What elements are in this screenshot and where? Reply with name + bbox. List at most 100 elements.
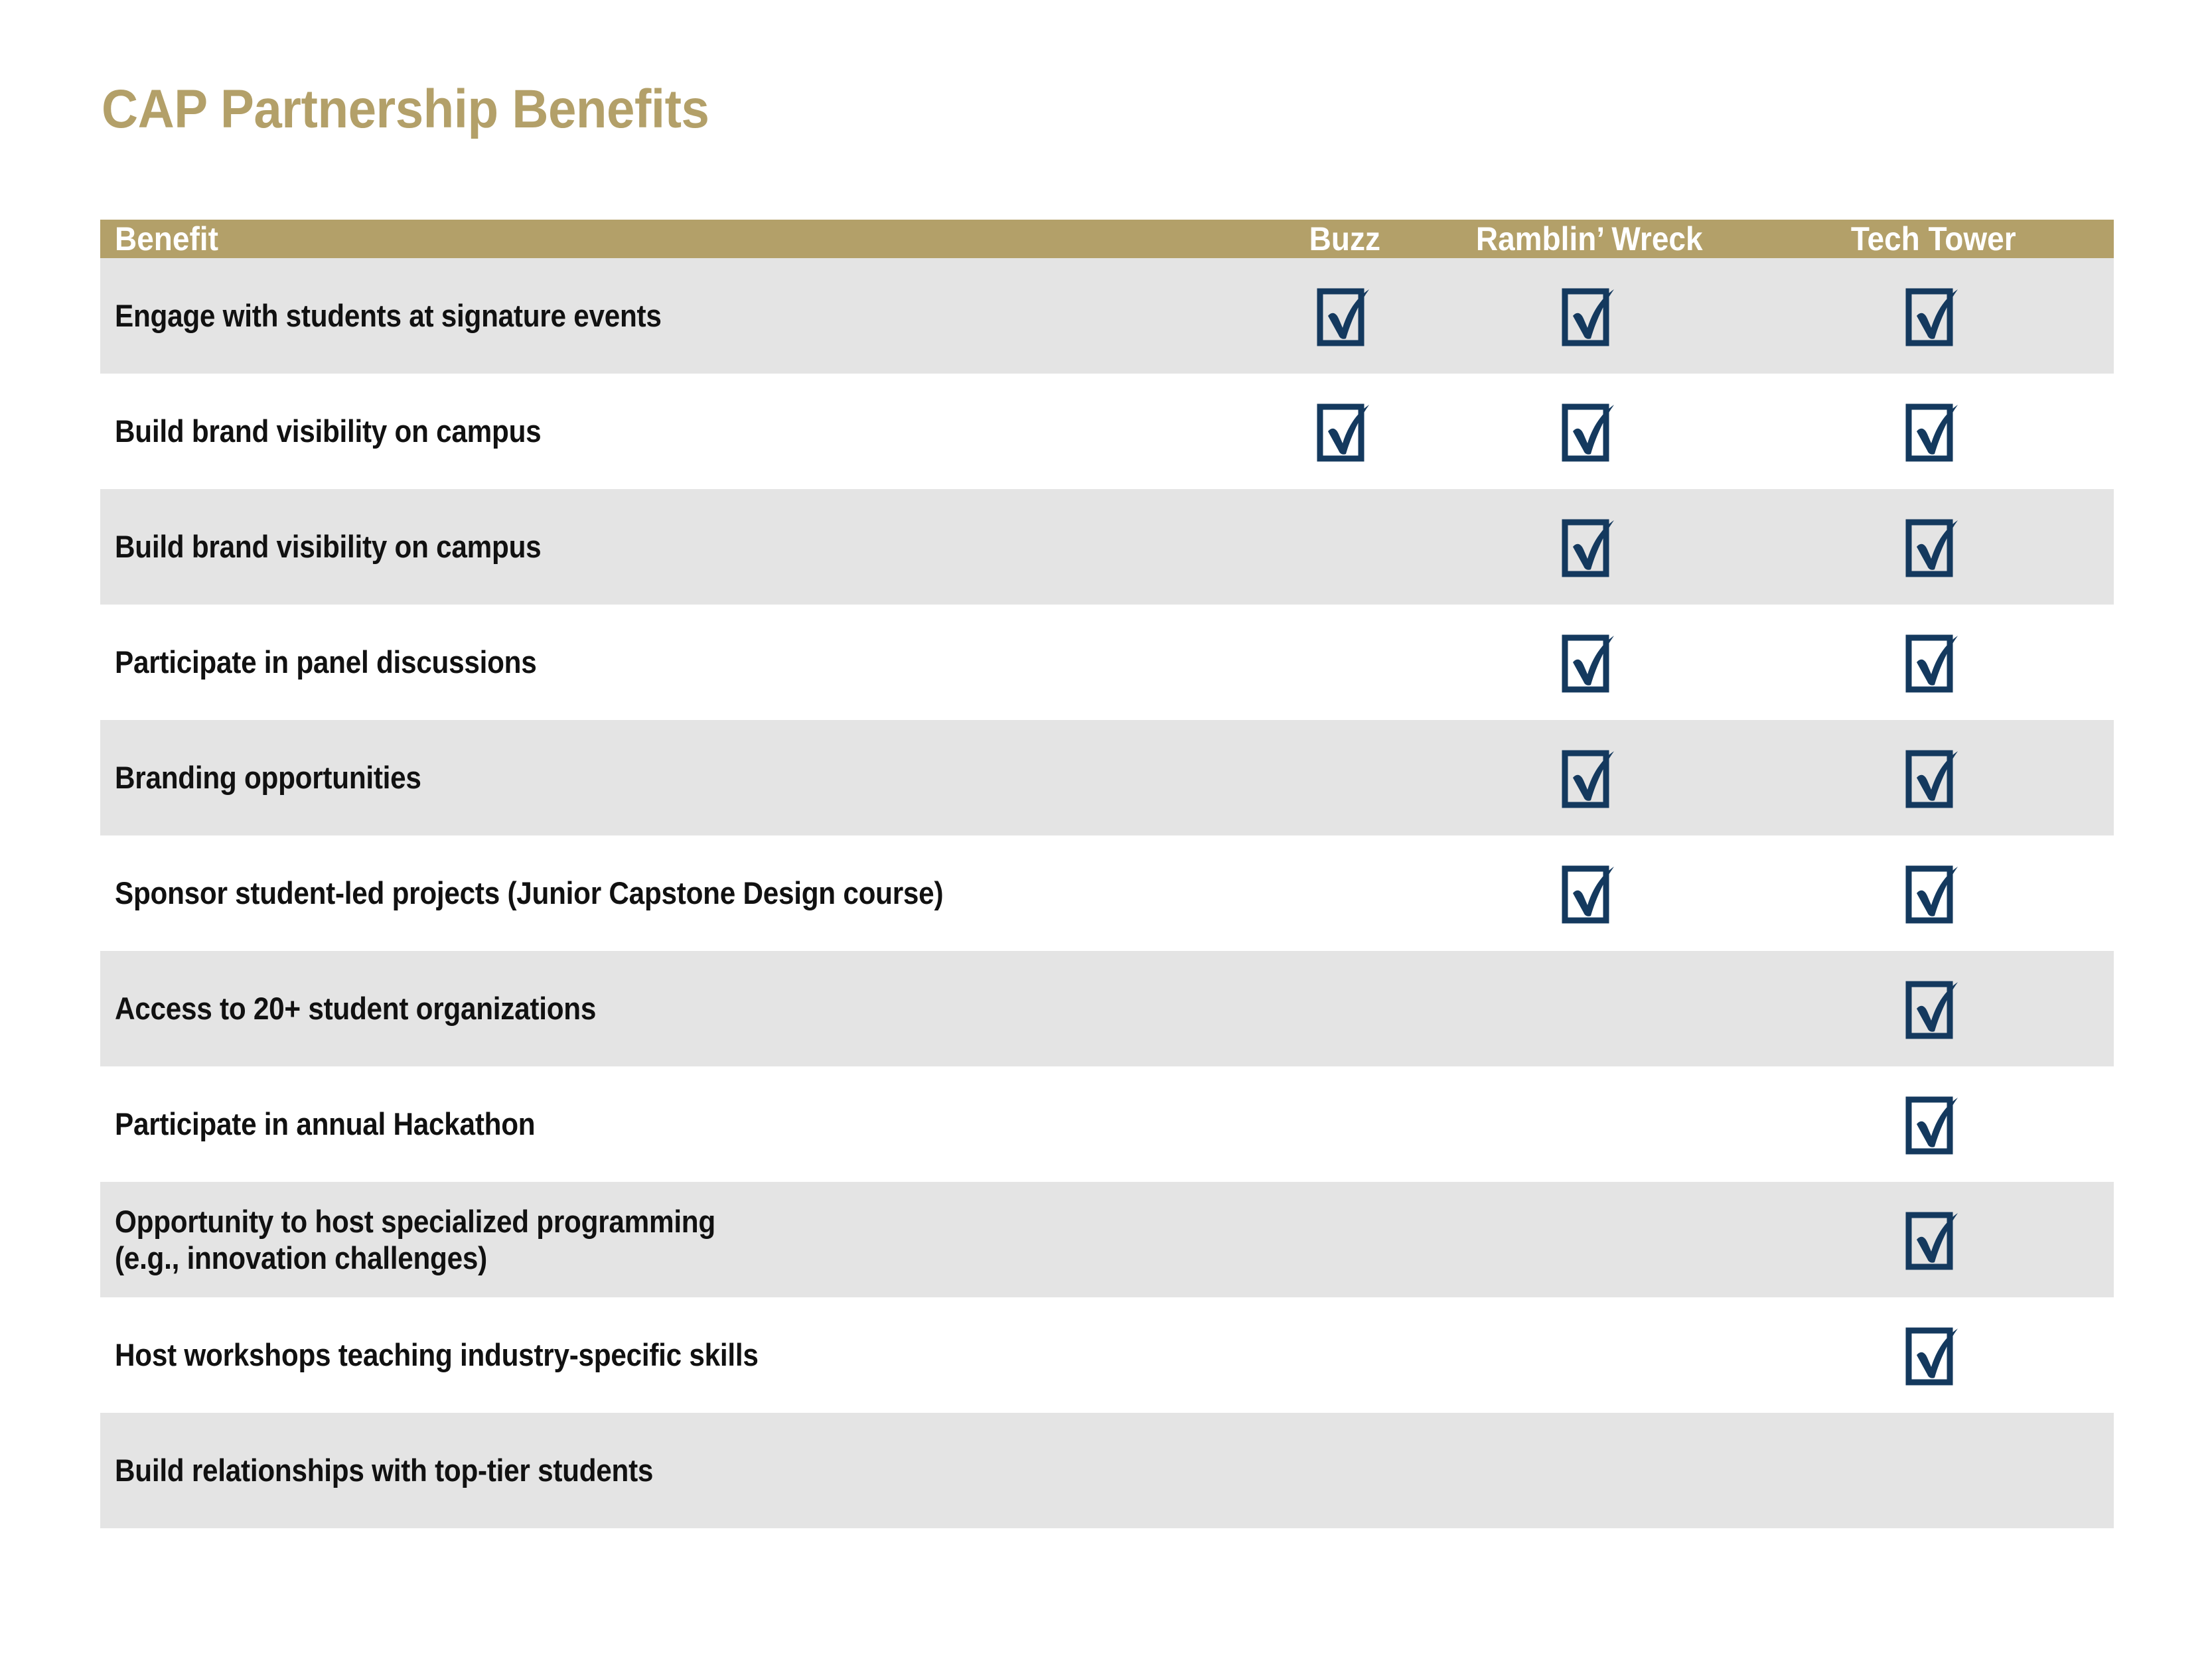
empty-mark: [1316, 1439, 1373, 1502]
ramblin-wreck-mark-cell[interactable]: [1426, 835, 1753, 951]
checkbox-checked-icon[interactable]: [1905, 977, 1962, 1041]
column-header-buzz-label: Buzz: [1309, 220, 1380, 257]
checkbox-checked-icon[interactable]: [1905, 1323, 1962, 1387]
ramblin-wreck-mark-cell[interactable]: [1426, 720, 1753, 835]
checkbox-checked-icon[interactable]: [1316, 399, 1373, 463]
table-row: Sponsor student-led projects (Junior Cap…: [100, 835, 2114, 951]
empty-mark: [1561, 977, 1618, 1041]
checkbox-checked-icon[interactable]: [1561, 284, 1618, 348]
buzz-mark-cell[interactable]: [1263, 374, 1426, 489]
checkbox-checked-icon[interactable]: [1905, 746, 1962, 810]
column-header-benefit: Benefit: [100, 220, 1263, 258]
column-header-ramblin-wreck-label: Ramblin’ Wreck: [1476, 220, 1703, 257]
column-header-tech-tower: Tech Tower: [1753, 220, 2114, 258]
empty-mark: [1316, 746, 1373, 810]
empty-mark: [1316, 630, 1373, 694]
buzz-mark-cell: [1263, 1297, 1426, 1413]
checkbox-checked-icon[interactable]: [1905, 515, 1962, 579]
checkbox-checked-icon[interactable]: [1561, 746, 1618, 810]
table-row: Access to 20+ student organizations: [100, 951, 2114, 1066]
tech-tower-mark-cell[interactable]: [1753, 605, 2114, 720]
empty-mark: [1316, 1208, 1373, 1271]
ramblin-wreck-mark-cell: [1426, 1297, 1753, 1413]
benefit-cell: Participate in annual Hackathon: [100, 1066, 1263, 1182]
page-title: CAP Partnership Benefits: [102, 79, 709, 139]
column-header-benefit-label: Benefit: [115, 220, 218, 257]
benefit-cell: Build brand visibility on campus: [100, 489, 1263, 605]
tech-tower-mark-cell[interactable]: [1753, 1297, 2114, 1413]
checkbox-checked-icon[interactable]: [1905, 1208, 1962, 1271]
benefit-label: Participate in annual Hackathon: [115, 1106, 536, 1142]
benefit-label: Build relationships with top-tier studen…: [115, 1453, 654, 1488]
empty-mark: [1316, 1323, 1373, 1387]
ramblin-wreck-mark-cell: [1426, 1066, 1753, 1182]
table-header-row: Benefit Buzz Ramblin’ Wreck Tech Tower: [100, 220, 2114, 258]
ramblin-wreck-mark-cell[interactable]: [1426, 489, 1753, 605]
table-row: Participate in panel discussions: [100, 605, 2114, 720]
empty-mark: [1316, 861, 1373, 925]
tech-tower-mark-cell[interactable]: [1753, 374, 2114, 489]
benefit-label: Branding opportunities: [115, 760, 421, 796]
benefit-cell: Opportunity to host specialized programm…: [100, 1182, 1263, 1297]
table-row: Branding opportunities: [100, 720, 2114, 835]
tech-tower-mark-cell[interactable]: [1753, 489, 2114, 605]
table-row: Participate in annual Hackathon: [100, 1066, 2114, 1182]
checkbox-checked-icon[interactable]: [1905, 284, 1962, 348]
tech-tower-mark-cell: [1753, 1413, 2114, 1528]
buzz-mark-cell: [1263, 605, 1426, 720]
benefit-label: Opportunity to host specialized programm…: [115, 1203, 715, 1275]
checkbox-checked-icon[interactable]: [1561, 861, 1618, 925]
buzz-mark-cell: [1263, 1413, 1426, 1528]
tech-tower-mark-cell[interactable]: [1753, 258, 2114, 374]
checkbox-checked-icon[interactable]: [1561, 515, 1618, 579]
ramblin-wreck-mark-cell[interactable]: [1426, 258, 1753, 374]
benefit-label: Build brand visibility on campus: [115, 413, 542, 449]
checkbox-checked-icon[interactable]: [1905, 1092, 1962, 1156]
table-row: Host workshops teaching industry-specifi…: [100, 1297, 2114, 1413]
buzz-mark-cell: [1263, 1182, 1426, 1297]
cap-partnership-benefits-table: Benefit Buzz Ramblin’ Wreck Tech Tower E…: [100, 220, 2114, 1528]
table-row: Opportunity to host specialized programm…: [100, 1182, 2114, 1297]
column-header-tech-tower-label: Tech Tower: [1850, 220, 2016, 257]
ramblin-wreck-mark-cell[interactable]: [1426, 374, 1753, 489]
empty-mark: [1561, 1323, 1618, 1387]
buzz-mark-cell[interactable]: [1263, 258, 1426, 374]
benefit-cell: Participate in panel discussions: [100, 605, 1263, 720]
ramblin-wreck-mark-cell[interactable]: [1426, 605, 1753, 720]
empty-mark: [1561, 1092, 1618, 1156]
empty-mark: [1316, 515, 1373, 579]
table-header: Benefit Buzz Ramblin’ Wreck Tech Tower: [100, 220, 2114, 258]
buzz-mark-cell: [1263, 951, 1426, 1066]
checkbox-checked-icon[interactable]: [1905, 399, 1962, 463]
benefit-cell: Access to 20+ student organizations: [100, 951, 1263, 1066]
ramblin-wreck-mark-cell: [1426, 1413, 1753, 1528]
checkbox-checked-icon[interactable]: [1905, 861, 1962, 925]
benefit-label: Sponsor student-led projects (Junior Cap…: [115, 875, 944, 911]
tech-tower-mark-cell[interactable]: [1753, 1066, 2114, 1182]
benefit-cell: Build relationships with top-tier studen…: [100, 1413, 1263, 1528]
column-header-buzz: Buzz: [1263, 220, 1426, 258]
checkbox-checked-icon[interactable]: [1316, 284, 1373, 348]
tech-tower-mark-cell[interactable]: [1753, 835, 2114, 951]
checkbox-checked-icon[interactable]: [1561, 630, 1618, 694]
benefit-cell: Engage with students at signature events: [100, 258, 1263, 374]
checkbox-checked-icon[interactable]: [1561, 399, 1618, 463]
table-row: Build relationships with top-tier studen…: [100, 1413, 2114, 1528]
checkbox-checked-icon[interactable]: [1905, 630, 1962, 694]
benefit-label: Engage with students at signature events: [115, 298, 662, 334]
buzz-mark-cell: [1263, 489, 1426, 605]
empty-mark: [1316, 977, 1373, 1041]
tech-tower-mark-cell[interactable]: [1753, 720, 2114, 835]
benefit-cell: Build brand visibility on campus: [100, 374, 1263, 489]
ramblin-wreck-mark-cell: [1426, 951, 1753, 1066]
table-body: Engage with students at signature events…: [100, 258, 2114, 1528]
table-row: Build brand visibility on campus: [100, 489, 2114, 605]
tech-tower-mark-cell[interactable]: [1753, 951, 2114, 1066]
benefit-cell: Branding opportunities: [100, 720, 1263, 835]
tech-tower-mark-cell[interactable]: [1753, 1182, 2114, 1297]
empty-mark: [1905, 1439, 1962, 1502]
table-row: Engage with students at signature events: [100, 258, 2114, 374]
benefit-label: Build brand visibility on campus: [115, 529, 542, 565]
ramblin-wreck-mark-cell: [1426, 1182, 1753, 1297]
